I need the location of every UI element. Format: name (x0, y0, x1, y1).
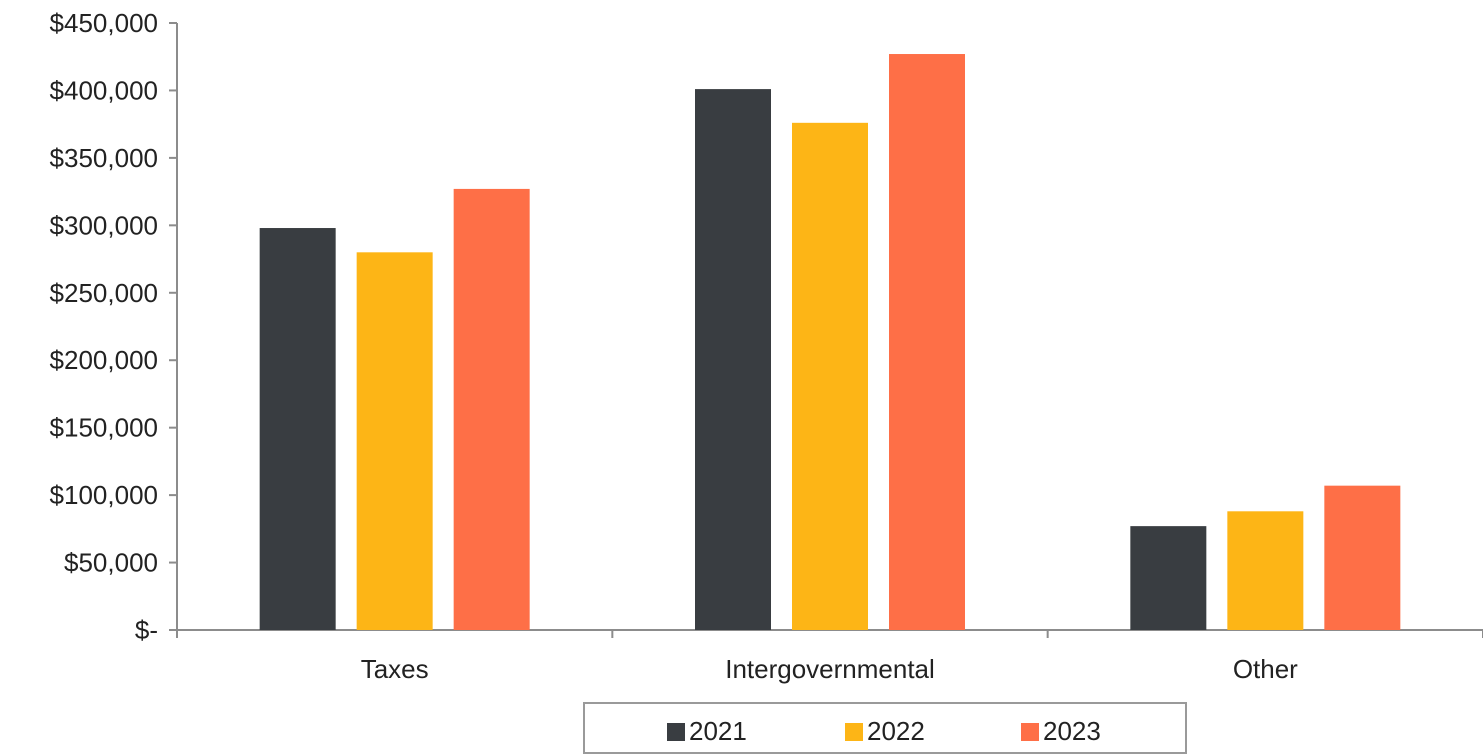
y-tick-label: $250,000 (50, 278, 158, 308)
legend-swatch-2023 (1021, 722, 1039, 741)
legend-swatch-2022 (845, 722, 863, 741)
legend-label-2021: 2021 (689, 716, 747, 746)
bar-2023-intergovernmental (889, 54, 965, 631)
legend-item-2023: 2023 (1021, 716, 1101, 747)
y-tick-label: $200,000 (50, 345, 158, 375)
bar-chart: $- $50,000 $100,000 $150,000 $200,000 $250,00… (50, 8, 1483, 684)
legend-label-2023: 2023 (1043, 716, 1101, 746)
legend-item-2021: 2021 (667, 716, 747, 747)
y-tick-label: $150,000 (50, 413, 158, 443)
x-tick-label: Taxes (361, 654, 429, 684)
legend-label-2022: 2022 (867, 716, 925, 746)
legend: 2021 2022 2023 (583, 702, 1187, 754)
bar-2021-other (1130, 526, 1207, 630)
bar-2022-other (1227, 511, 1304, 630)
y-tick-label: $350,000 (50, 143, 158, 173)
y-tick-label: $400,000 (50, 75, 158, 105)
bar-2022-intergovernmental (792, 122, 868, 630)
y-tick-label: $300,000 (50, 210, 158, 240)
y-tick-label: $100,000 (50, 480, 158, 510)
legend-item-2022: 2022 (845, 716, 925, 747)
x-tick-label: Intergovernmental (725, 654, 935, 684)
bar-2021-taxes (259, 228, 336, 630)
legend-swatch-2021 (667, 722, 685, 741)
y-tick-label: $- (135, 615, 158, 645)
bar-2023-other (1324, 485, 1401, 630)
bar-2021-intergovernmental (695, 89, 771, 630)
bar-2022-taxes (356, 252, 433, 631)
y-tick-label: $50,000 (64, 548, 158, 578)
y-tick-label: $450,000 (50, 8, 158, 38)
bar-2023-taxes (453, 188, 530, 630)
x-tick-label: Other (1233, 654, 1298, 684)
